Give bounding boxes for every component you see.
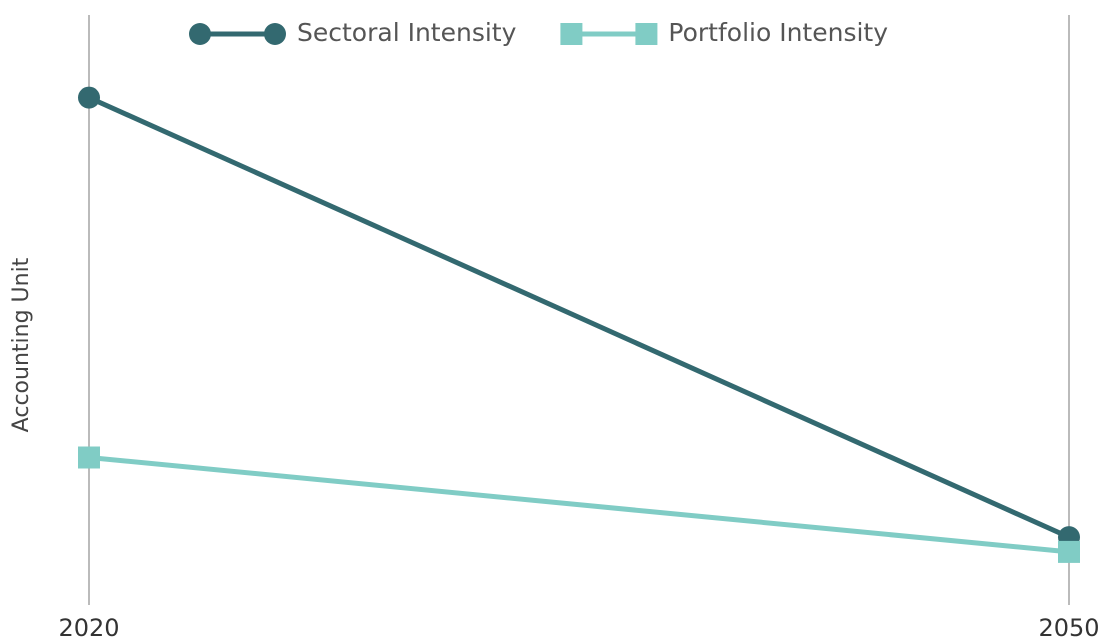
point: [78, 86, 100, 109]
legend-marker: [189, 23, 211, 45]
legend-marker: [264, 23, 286, 45]
legend-label: Portfolio Intensity: [668, 18, 888, 47]
series-line: [88, 455, 1070, 555]
legend-marker: [635, 23, 658, 45]
legend-marker: [560, 23, 583, 45]
point: [1058, 540, 1080, 563]
x-tick-label: 2050: [1038, 614, 1099, 639]
x-tick-label: 2020: [58, 614, 119, 639]
series-line: [87, 95, 1071, 540]
point: [78, 446, 100, 469]
legend-label: Sectoral Intensity: [297, 18, 517, 47]
y-axis-label: Accounting Unit: [9, 257, 34, 432]
